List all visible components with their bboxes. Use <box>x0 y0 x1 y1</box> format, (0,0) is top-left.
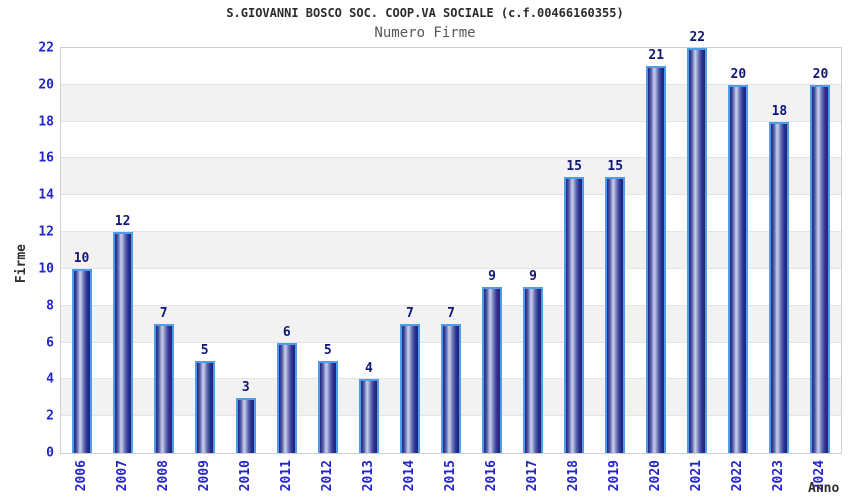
bar-2023 <box>769 121 790 453</box>
chart-subtitle: Numero Firme <box>374 25 476 41</box>
bar-2007 <box>112 232 133 453</box>
grid-band <box>61 48 841 85</box>
bar-2019 <box>605 176 626 453</box>
bar-2016 <box>482 287 503 453</box>
y-tick-label: 22 <box>38 40 54 56</box>
x-tick-label-2015: 2015 <box>443 460 458 492</box>
bar-2006 <box>71 268 92 453</box>
gridline <box>61 231 841 233</box>
bar-2010 <box>235 397 256 453</box>
bar-value-label: 21 <box>648 48 665 64</box>
x-tick-label-2020: 2020 <box>648 460 664 492</box>
gridline <box>61 83 841 85</box>
x-tick-label-2014: 2014 <box>401 460 417 492</box>
bar-value-label: 5 <box>200 342 209 358</box>
y-tick-label: 4 <box>46 371 54 387</box>
bar-2022 <box>728 84 749 453</box>
grid-band <box>61 158 841 196</box>
bar-value-label: 7 <box>447 306 455 322</box>
x-tick-label-2012: 2012 <box>319 460 335 492</box>
bar-value-label: 10 <box>73 250 90 266</box>
bar-2008 <box>153 324 174 453</box>
y-tick-label: 12 <box>38 224 54 240</box>
bar-value-label: 9 <box>529 269 538 285</box>
bar-value-label: 15 <box>566 158 582 174</box>
gridline <box>61 304 841 306</box>
x-tick-label-2009: 2009 <box>196 460 212 492</box>
x-tick-label-2007: 2007 <box>114 460 130 492</box>
bar-2021 <box>687 48 708 453</box>
x-tick-label-2013: 2013 <box>360 460 376 492</box>
x-tick-label-2022: 2022 <box>730 460 746 492</box>
bar-value-label: 15 <box>607 158 624 174</box>
x-tick-label-2021: 2021 <box>689 460 705 492</box>
bar-2018 <box>564 176 585 453</box>
bar-value-label: 18 <box>771 103 788 119</box>
bar-2012 <box>317 360 338 453</box>
bar-value-label: 3 <box>241 379 250 395</box>
chart-title: S.GIOVANNI BOSCO SOC. COOP.VA SOCIALE (c… <box>226 6 624 20</box>
bar-value-label: 20 <box>730 66 747 82</box>
x-tick-label-2017: 2017 <box>525 460 541 492</box>
bar-2014 <box>399 324 420 453</box>
x-tick-label-2006: 2006 <box>73 460 89 492</box>
bar-2020 <box>646 66 667 453</box>
y-tick-label: 14 <box>38 187 54 203</box>
y-tick-label: 2 <box>46 408 54 424</box>
gridline <box>61 267 841 269</box>
plot-area: 10 12 7 5 3 6 5 4 7 7 9 9 15 15 21 22 20 18 20 <box>60 30 842 454</box>
x-tick-label-2016: 2016 <box>484 460 500 492</box>
y-tick-label: 6 <box>46 335 54 351</box>
bar-value-label: 4 <box>364 361 373 377</box>
bar-value-label: 9 <box>488 269 496 285</box>
bar-value-label: 6 <box>282 324 291 340</box>
bar-value-label: 22 <box>689 30 706 45</box>
gridline <box>61 194 841 196</box>
y-tick-label: 10 <box>38 261 54 277</box>
grid-band <box>61 232 841 269</box>
gridline <box>61 157 841 159</box>
bar-2013 <box>358 379 379 453</box>
bar-2011 <box>276 342 297 453</box>
bar-2009 <box>194 360 215 453</box>
gridline <box>61 120 841 122</box>
y-tick-label: 18 <box>38 114 54 130</box>
bar-2024 <box>810 84 831 453</box>
grid-band <box>61 121 841 159</box>
x-axis-label: Anno <box>808 481 840 496</box>
bar-value-label: 7 <box>406 306 414 322</box>
grid-band <box>61 268 841 306</box>
x-tick-label-2010: 2010 <box>237 460 253 492</box>
grid-band <box>61 195 841 233</box>
x-tick-label-2018: 2018 <box>566 460 582 492</box>
x-tick-label-2023: 2023 <box>771 460 787 492</box>
bar-value-label: 12 <box>114 214 131 230</box>
x-tick-label-2011: 2011 <box>278 460 294 492</box>
y-tick-label: 20 <box>38 77 54 93</box>
grid-band <box>61 84 841 122</box>
bar-2015 <box>441 324 461 453</box>
x-tick-label-2019: 2019 <box>607 460 623 492</box>
bar-value-label: 5 <box>323 342 332 358</box>
y-tick-label: 16 <box>38 150 54 166</box>
bar-value-label: 7 <box>159 306 168 322</box>
y-tick-label: 8 <box>46 298 54 314</box>
bar-value-label: 20 <box>812 66 829 82</box>
y-tick-label: 0 <box>46 445 54 461</box>
bar-2017 <box>523 287 544 453</box>
x-tick-label-2008: 2008 <box>155 460 171 492</box>
